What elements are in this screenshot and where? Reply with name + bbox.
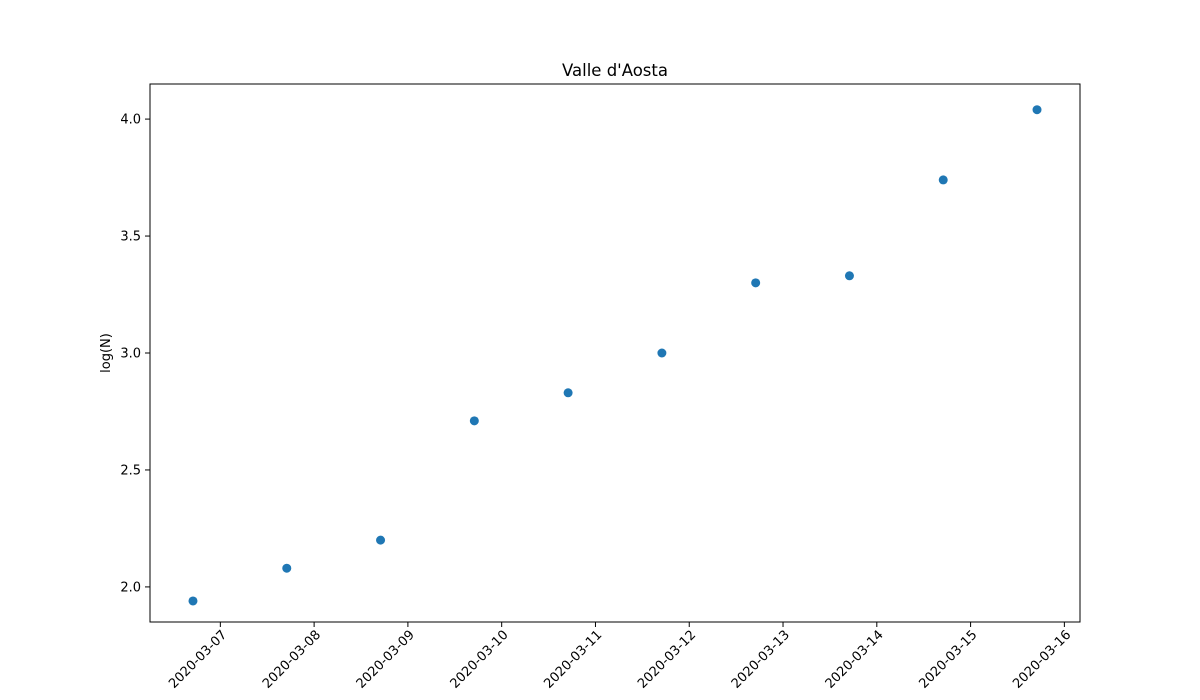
y-tick-label: 4.0 (120, 113, 141, 128)
data-point (657, 348, 667, 358)
chart-title: Valle d'Aosta (562, 61, 668, 80)
data-point (469, 416, 479, 426)
y-tick-label: 3.0 (120, 347, 141, 362)
data-points (188, 105, 1042, 606)
data-point (844, 271, 854, 281)
data-point (1032, 105, 1042, 115)
y-tick-label: 3.5 (120, 230, 141, 245)
data-point (563, 388, 573, 398)
y-axis: 2.0 2.5 3.0 3.5 4.0 (120, 113, 150, 595)
y-tick-label: 2.5 (120, 463, 141, 478)
data-point (376, 535, 386, 545)
data-point (938, 175, 948, 185)
data-point (282, 563, 292, 573)
y-tick-label: 2.0 (120, 580, 141, 595)
data-point (188, 596, 198, 606)
data-point (751, 278, 761, 288)
y-axis-label: log(N) (99, 333, 114, 373)
